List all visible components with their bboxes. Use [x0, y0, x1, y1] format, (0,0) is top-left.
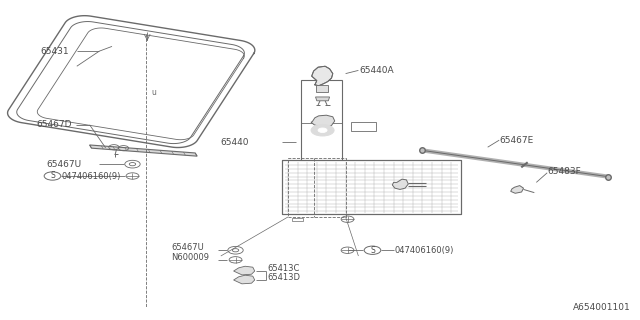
FancyBboxPatch shape [316, 85, 328, 92]
FancyBboxPatch shape [301, 80, 342, 206]
Polygon shape [90, 145, 197, 156]
Text: S: S [50, 172, 55, 180]
Text: 65431: 65431 [40, 47, 69, 56]
Text: A654001101: A654001101 [573, 303, 630, 312]
FancyBboxPatch shape [351, 122, 376, 131]
Text: 047406160(9): 047406160(9) [61, 172, 121, 180]
Polygon shape [312, 66, 333, 86]
Circle shape [311, 124, 334, 136]
Polygon shape [234, 266, 255, 275]
Circle shape [533, 191, 548, 199]
Text: u: u [151, 88, 156, 97]
Polygon shape [316, 97, 330, 101]
Text: 65413C: 65413C [268, 264, 300, 273]
Text: 65440A: 65440A [360, 66, 394, 75]
Polygon shape [392, 179, 408, 189]
Polygon shape [511, 186, 524, 193]
Text: 047406160(9): 047406160(9) [395, 246, 454, 255]
Text: 65467U: 65467U [172, 244, 204, 252]
Circle shape [318, 128, 327, 132]
Text: 65467D: 65467D [36, 120, 72, 129]
Text: 65467E: 65467E [499, 136, 534, 145]
Text: S: S [370, 246, 375, 255]
FancyBboxPatch shape [282, 160, 461, 214]
Text: N600009: N600009 [172, 253, 209, 262]
Polygon shape [234, 275, 255, 284]
Text: 65440: 65440 [221, 138, 250, 147]
Text: 65467U: 65467U [47, 160, 82, 169]
Polygon shape [311, 115, 335, 127]
Text: 65483F: 65483F [547, 167, 581, 176]
FancyBboxPatch shape [292, 218, 303, 221]
Text: 65413D: 65413D [268, 273, 301, 282]
